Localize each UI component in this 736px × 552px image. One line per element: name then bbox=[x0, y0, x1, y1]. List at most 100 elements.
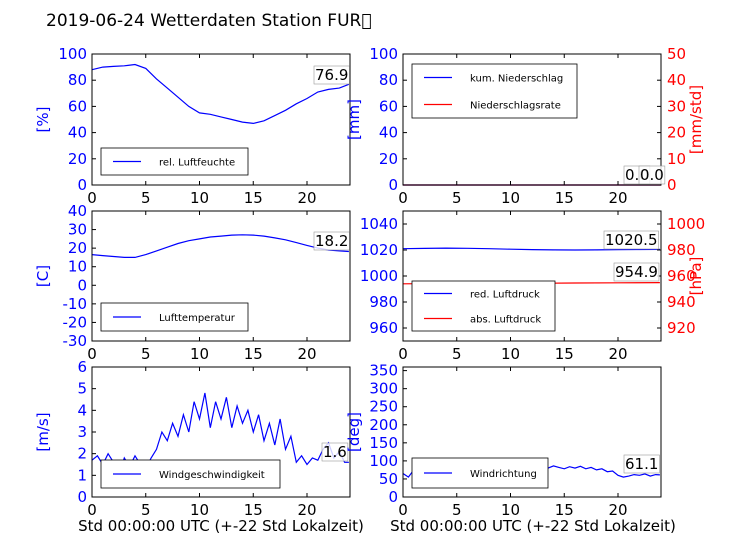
annotation-wind: 1.6 bbox=[323, 443, 347, 461]
ytick-label: -20 bbox=[63, 313, 88, 331]
y2tick-label: 0 bbox=[667, 176, 677, 194]
series-line-wind-0 bbox=[91, 392, 349, 478]
ytick-label: 0 bbox=[77, 488, 87, 506]
xtick-label: 20 bbox=[608, 345, 627, 363]
y2tick-label: 920 bbox=[667, 319, 696, 337]
ytick-label: 5 bbox=[77, 380, 87, 398]
y2tick-label: 40 bbox=[667, 71, 686, 89]
ylabel-winddir: [deg] bbox=[345, 412, 363, 452]
xtick-label: 5 bbox=[141, 345, 151, 363]
ytick-label: 0 bbox=[388, 176, 398, 194]
legend-label-temperature: Lufttemperatur bbox=[159, 313, 236, 324]
ylabel-wind: [m/s] bbox=[34, 412, 52, 451]
ytick-label: 980 bbox=[369, 293, 398, 311]
ytick-label: 1 bbox=[77, 466, 87, 484]
xtick-label: 0 bbox=[398, 189, 408, 207]
xtick-label: 15 bbox=[244, 345, 263, 363]
axes-frame-precip bbox=[402, 53, 662, 186]
ytick-label: 80 bbox=[68, 71, 87, 89]
ytick-label: 20 bbox=[68, 239, 87, 257]
xtick-label: 15 bbox=[244, 501, 263, 519]
xtick-label: 15 bbox=[555, 501, 574, 519]
ytick-label: 100 bbox=[369, 45, 398, 63]
annotation-pressure: 1020.5 bbox=[605, 231, 658, 249]
y2tick-label: 50 bbox=[667, 45, 686, 63]
xtick-label: 15 bbox=[555, 345, 574, 363]
legend-label-precip: kum. Niederschlag bbox=[470, 74, 563, 85]
ytick-label: 80 bbox=[379, 71, 398, 89]
figure-title: 2019-06-24 Wetterdaten Station FUR  bbox=[46, 11, 372, 31]
xtick-label: 10 bbox=[190, 501, 209, 519]
ytick-label: 1020 bbox=[360, 241, 398, 259]
ytick-label: 50 bbox=[379, 470, 398, 488]
xtick-label: 20 bbox=[297, 189, 316, 207]
xtick-label: 5 bbox=[141, 501, 151, 519]
ytick-label: -30 bbox=[63, 332, 88, 350]
ytick-label: 150 bbox=[369, 434, 398, 452]
ylabel-temperature: [C] bbox=[34, 265, 52, 287]
xtick-label: 5 bbox=[452, 345, 462, 363]
legend-box-precip bbox=[411, 63, 578, 119]
xtick-label: 5 bbox=[141, 189, 151, 207]
xtick-label: 0 bbox=[398, 501, 408, 519]
xtick-label: 5 bbox=[452, 189, 462, 207]
annotation2-precip: 0.0 bbox=[640, 166, 664, 184]
ytick-label: 200 bbox=[369, 416, 398, 434]
ytick-label: 100 bbox=[369, 452, 398, 470]
panel-wind: 0 5 10 15 200123456[m/s]Windgeschwindigkeit1… bbox=[34, 358, 351, 519]
annotation2-pressure: 954.9 bbox=[615, 263, 658, 281]
ytick-label: 3 bbox=[77, 423, 87, 441]
xtick-label: 20 bbox=[608, 189, 627, 207]
y2tick-label: 980 bbox=[667, 241, 696, 259]
ytick-label: 60 bbox=[68, 97, 87, 115]
legend-box-pressure bbox=[411, 280, 556, 332]
panel-precip: 0 5 10 15 20 0 20 40 60 80 100 [mm] 0 10 20 30 40 50 [mm/s… bbox=[345, 45, 705, 207]
ylabel-humidity: [%] bbox=[34, 107, 52, 133]
ytick-label: 40 bbox=[68, 202, 87, 220]
y2tick-label: 20 bbox=[667, 124, 686, 142]
series-line-temperature-0 bbox=[91, 234, 349, 258]
axes-frame-winddir bbox=[402, 366, 662, 498]
ytick-label: 0 bbox=[77, 176, 87, 194]
ytick-label: 4 bbox=[77, 401, 87, 419]
ytick-label: 40 bbox=[379, 124, 398, 142]
annotation-humidity: 76.9 bbox=[315, 66, 348, 84]
xtick-label: 15 bbox=[244, 189, 263, 207]
ytick-label: 300 bbox=[369, 380, 398, 398]
ytick-label: 0 bbox=[77, 276, 87, 294]
xtick-label: 0 bbox=[398, 345, 408, 363]
panel-winddir: 0 5 10 15 20050100150200250300350[deg]Windri… bbox=[345, 362, 662, 519]
annotation-winddir: 61.1 bbox=[625, 455, 658, 473]
xtick-label: 10 bbox=[501, 501, 520, 519]
annotation-pressure-box bbox=[603, 230, 659, 250]
series-line-pressure-0 bbox=[402, 247, 660, 251]
panel-humidity: 0 5 10 15 20 0 20 40 60 80 100 [%] rel. Luftfeuchte 7… bbox=[34, 45, 351, 207]
xtick-label: 20 bbox=[297, 345, 316, 363]
axes-frame-humidity bbox=[91, 53, 351, 186]
panel-pressure: 0 5 10 15 20 960 980 1000 1020 1040 920 940 960 980 10… bbox=[360, 210, 705, 363]
legend-label-pressure: red. Luftdruck bbox=[470, 290, 540, 301]
y2tick-label: 940 bbox=[667, 293, 696, 311]
ytick-label: 250 bbox=[369, 398, 398, 416]
annotation2-pressure-box bbox=[613, 262, 660, 282]
y2tick-label: 1000 bbox=[667, 215, 705, 233]
y2tick-label: 960 bbox=[667, 267, 696, 285]
panel-temperature: 0 5 10 15 20-30-20-10010203040[C]Lufttempera… bbox=[34, 202, 351, 363]
legend-label-precip: Niederschlagsrate bbox=[470, 101, 561, 112]
ytick-label: 30 bbox=[68, 221, 87, 239]
xtick-label: 0 bbox=[87, 189, 97, 207]
ylabel-precip: [mm] bbox=[345, 99, 363, 140]
y2label-pressure: [hPa] bbox=[687, 257, 705, 296]
xlabel-right: Std 00:00:00 UTC (+-22 Std Lokalzeit) bbox=[390, 517, 676, 535]
annotation-winddir-box bbox=[623, 454, 660, 474]
xlabel-left: Std 00:00:00 UTC (+-22 Std Lokalzeit) bbox=[78, 517, 364, 535]
ytick-label: 20 bbox=[379, 150, 398, 168]
ytick-label: -10 bbox=[63, 295, 88, 313]
xtick-label: 10 bbox=[190, 189, 209, 207]
legend-label-wind: Windgeschwindigkeit bbox=[159, 470, 265, 481]
ytick-label: 2 bbox=[77, 445, 87, 463]
ytick-label: 1040 bbox=[360, 215, 398, 233]
annotation-temperature: 18.2 bbox=[315, 232, 348, 250]
xtick-label: 5 bbox=[452, 501, 462, 519]
series-line-humidity-0 bbox=[91, 63, 350, 125]
